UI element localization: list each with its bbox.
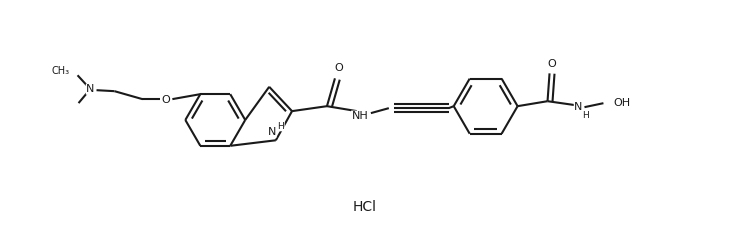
Text: OH: OH: [613, 98, 631, 108]
Text: O: O: [161, 95, 170, 105]
Text: N: N: [575, 102, 583, 112]
Text: HCl: HCl: [353, 200, 377, 214]
Text: O: O: [335, 63, 344, 73]
Text: N: N: [86, 84, 95, 94]
Text: H: H: [278, 122, 284, 131]
Text: O: O: [548, 59, 556, 69]
Text: CH₃: CH₃: [51, 66, 69, 76]
Text: NH: NH: [352, 111, 368, 121]
Text: H: H: [582, 111, 589, 120]
Text: N: N: [268, 127, 276, 137]
